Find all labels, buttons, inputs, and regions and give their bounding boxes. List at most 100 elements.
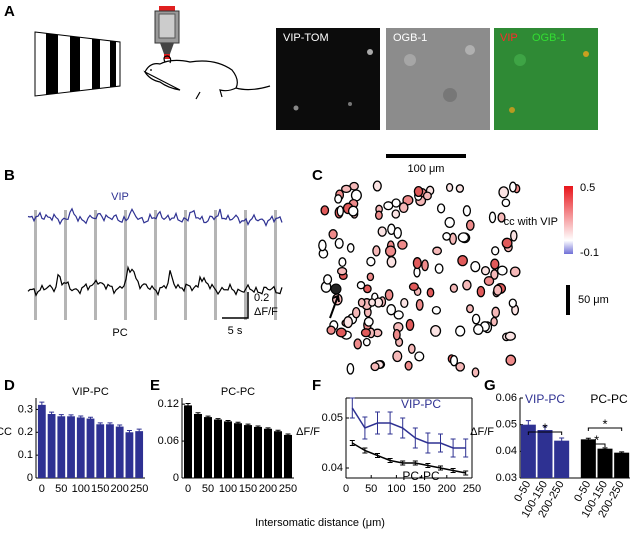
colorbar-label: 0.5 — [580, 182, 595, 194]
cell — [421, 259, 429, 272]
trace-label: VIP — [111, 191, 129, 203]
bar — [184, 405, 192, 478]
cell — [432, 246, 443, 256]
error-bar — [362, 447, 368, 454]
error-bar — [225, 419, 231, 423]
x-tick-label: 250 — [130, 483, 148, 495]
cell — [466, 304, 474, 314]
cell — [386, 256, 397, 268]
cell — [368, 298, 377, 307]
cell — [444, 216, 455, 229]
error-bar — [425, 463, 431, 468]
error-bar — [438, 433, 443, 453]
error-bar — [205, 415, 211, 419]
image-label: OGB-1 — [532, 32, 566, 44]
x-tick-label: 200 — [259, 483, 277, 495]
panel-label: C — [312, 167, 323, 184]
cell — [377, 226, 387, 237]
y-tick-label: 0.1 — [18, 449, 33, 461]
cell — [338, 257, 347, 268]
x-tick-label: 0 — [343, 483, 349, 495]
cell — [493, 284, 503, 296]
cell — [504, 331, 516, 341]
error-bar — [107, 422, 113, 427]
cell — [457, 254, 468, 267]
cell — [384, 289, 394, 301]
cell — [400, 297, 409, 309]
cell — [397, 239, 408, 250]
y-tick-label: 0.06 — [158, 435, 179, 447]
panel-label: G — [484, 377, 496, 394]
significance-star: * — [542, 420, 547, 435]
cell-map — [318, 180, 521, 378]
cell — [384, 245, 397, 257]
cell — [320, 205, 330, 216]
error-bar — [349, 440, 355, 446]
bar — [234, 423, 242, 478]
cell — [383, 201, 394, 211]
panel-label: E — [150, 377, 160, 394]
scale-label: 100 μm — [408, 163, 445, 175]
cell — [363, 316, 374, 327]
bar — [194, 414, 202, 478]
cell — [455, 361, 466, 372]
cell — [462, 279, 472, 291]
series-label: PC-PC — [590, 392, 628, 406]
error-bar — [362, 416, 368, 440]
cell — [405, 318, 415, 331]
x-tick-label: 200 — [111, 483, 129, 495]
bar — [254, 426, 262, 478]
error-bar — [88, 416, 93, 421]
x-tick-label: 150 — [91, 483, 109, 495]
stimulus-line — [184, 210, 187, 320]
stimulus-line — [274, 210, 277, 320]
x-tick-label: 250 — [463, 483, 481, 495]
cell — [445, 182, 454, 193]
cell — [509, 181, 517, 193]
x-tick-label: 100 — [387, 483, 405, 495]
cell — [422, 191, 432, 201]
error-bar — [275, 429, 281, 433]
reference-cell — [330, 283, 342, 295]
x-tick-label: 150 — [412, 483, 430, 495]
scale-label: 0.2 — [254, 292, 269, 304]
stimulus-lines — [34, 210, 277, 320]
cell — [391, 209, 401, 219]
cell — [370, 362, 380, 372]
stimulus-line — [244, 210, 247, 320]
image-panels — [276, 28, 598, 130]
cell — [318, 239, 327, 252]
cell — [490, 316, 498, 327]
error-bar — [450, 468, 456, 473]
error-bar — [425, 432, 431, 454]
bar — [125, 432, 134, 478]
x-tick-label: 0 — [39, 483, 45, 495]
x-tick-label: 100 — [72, 483, 90, 495]
cell — [351, 306, 361, 319]
x-tick-label: 100 — [219, 483, 237, 495]
cell — [434, 263, 444, 274]
y-tick-label: 0.05 — [496, 419, 517, 431]
cell — [470, 260, 481, 273]
cell — [480, 266, 491, 276]
cell — [341, 184, 352, 194]
cell — [366, 272, 375, 282]
error-bar — [97, 422, 103, 427]
stimulus-line — [34, 210, 37, 320]
bar — [244, 425, 252, 478]
vip-trace — [27, 207, 283, 228]
cell — [449, 283, 459, 293]
cell — [343, 316, 353, 329]
cell — [412, 257, 422, 270]
cell — [408, 282, 419, 292]
scale-bar — [386, 154, 466, 158]
bar — [274, 431, 282, 478]
stimulus-line — [124, 210, 127, 320]
bar — [37, 404, 46, 478]
x-tick-label: 250 — [279, 483, 297, 495]
error-bar — [78, 415, 84, 420]
y-tick-label: 0 — [27, 472, 33, 484]
stimulus-line — [154, 210, 157, 320]
bar — [520, 424, 536, 478]
